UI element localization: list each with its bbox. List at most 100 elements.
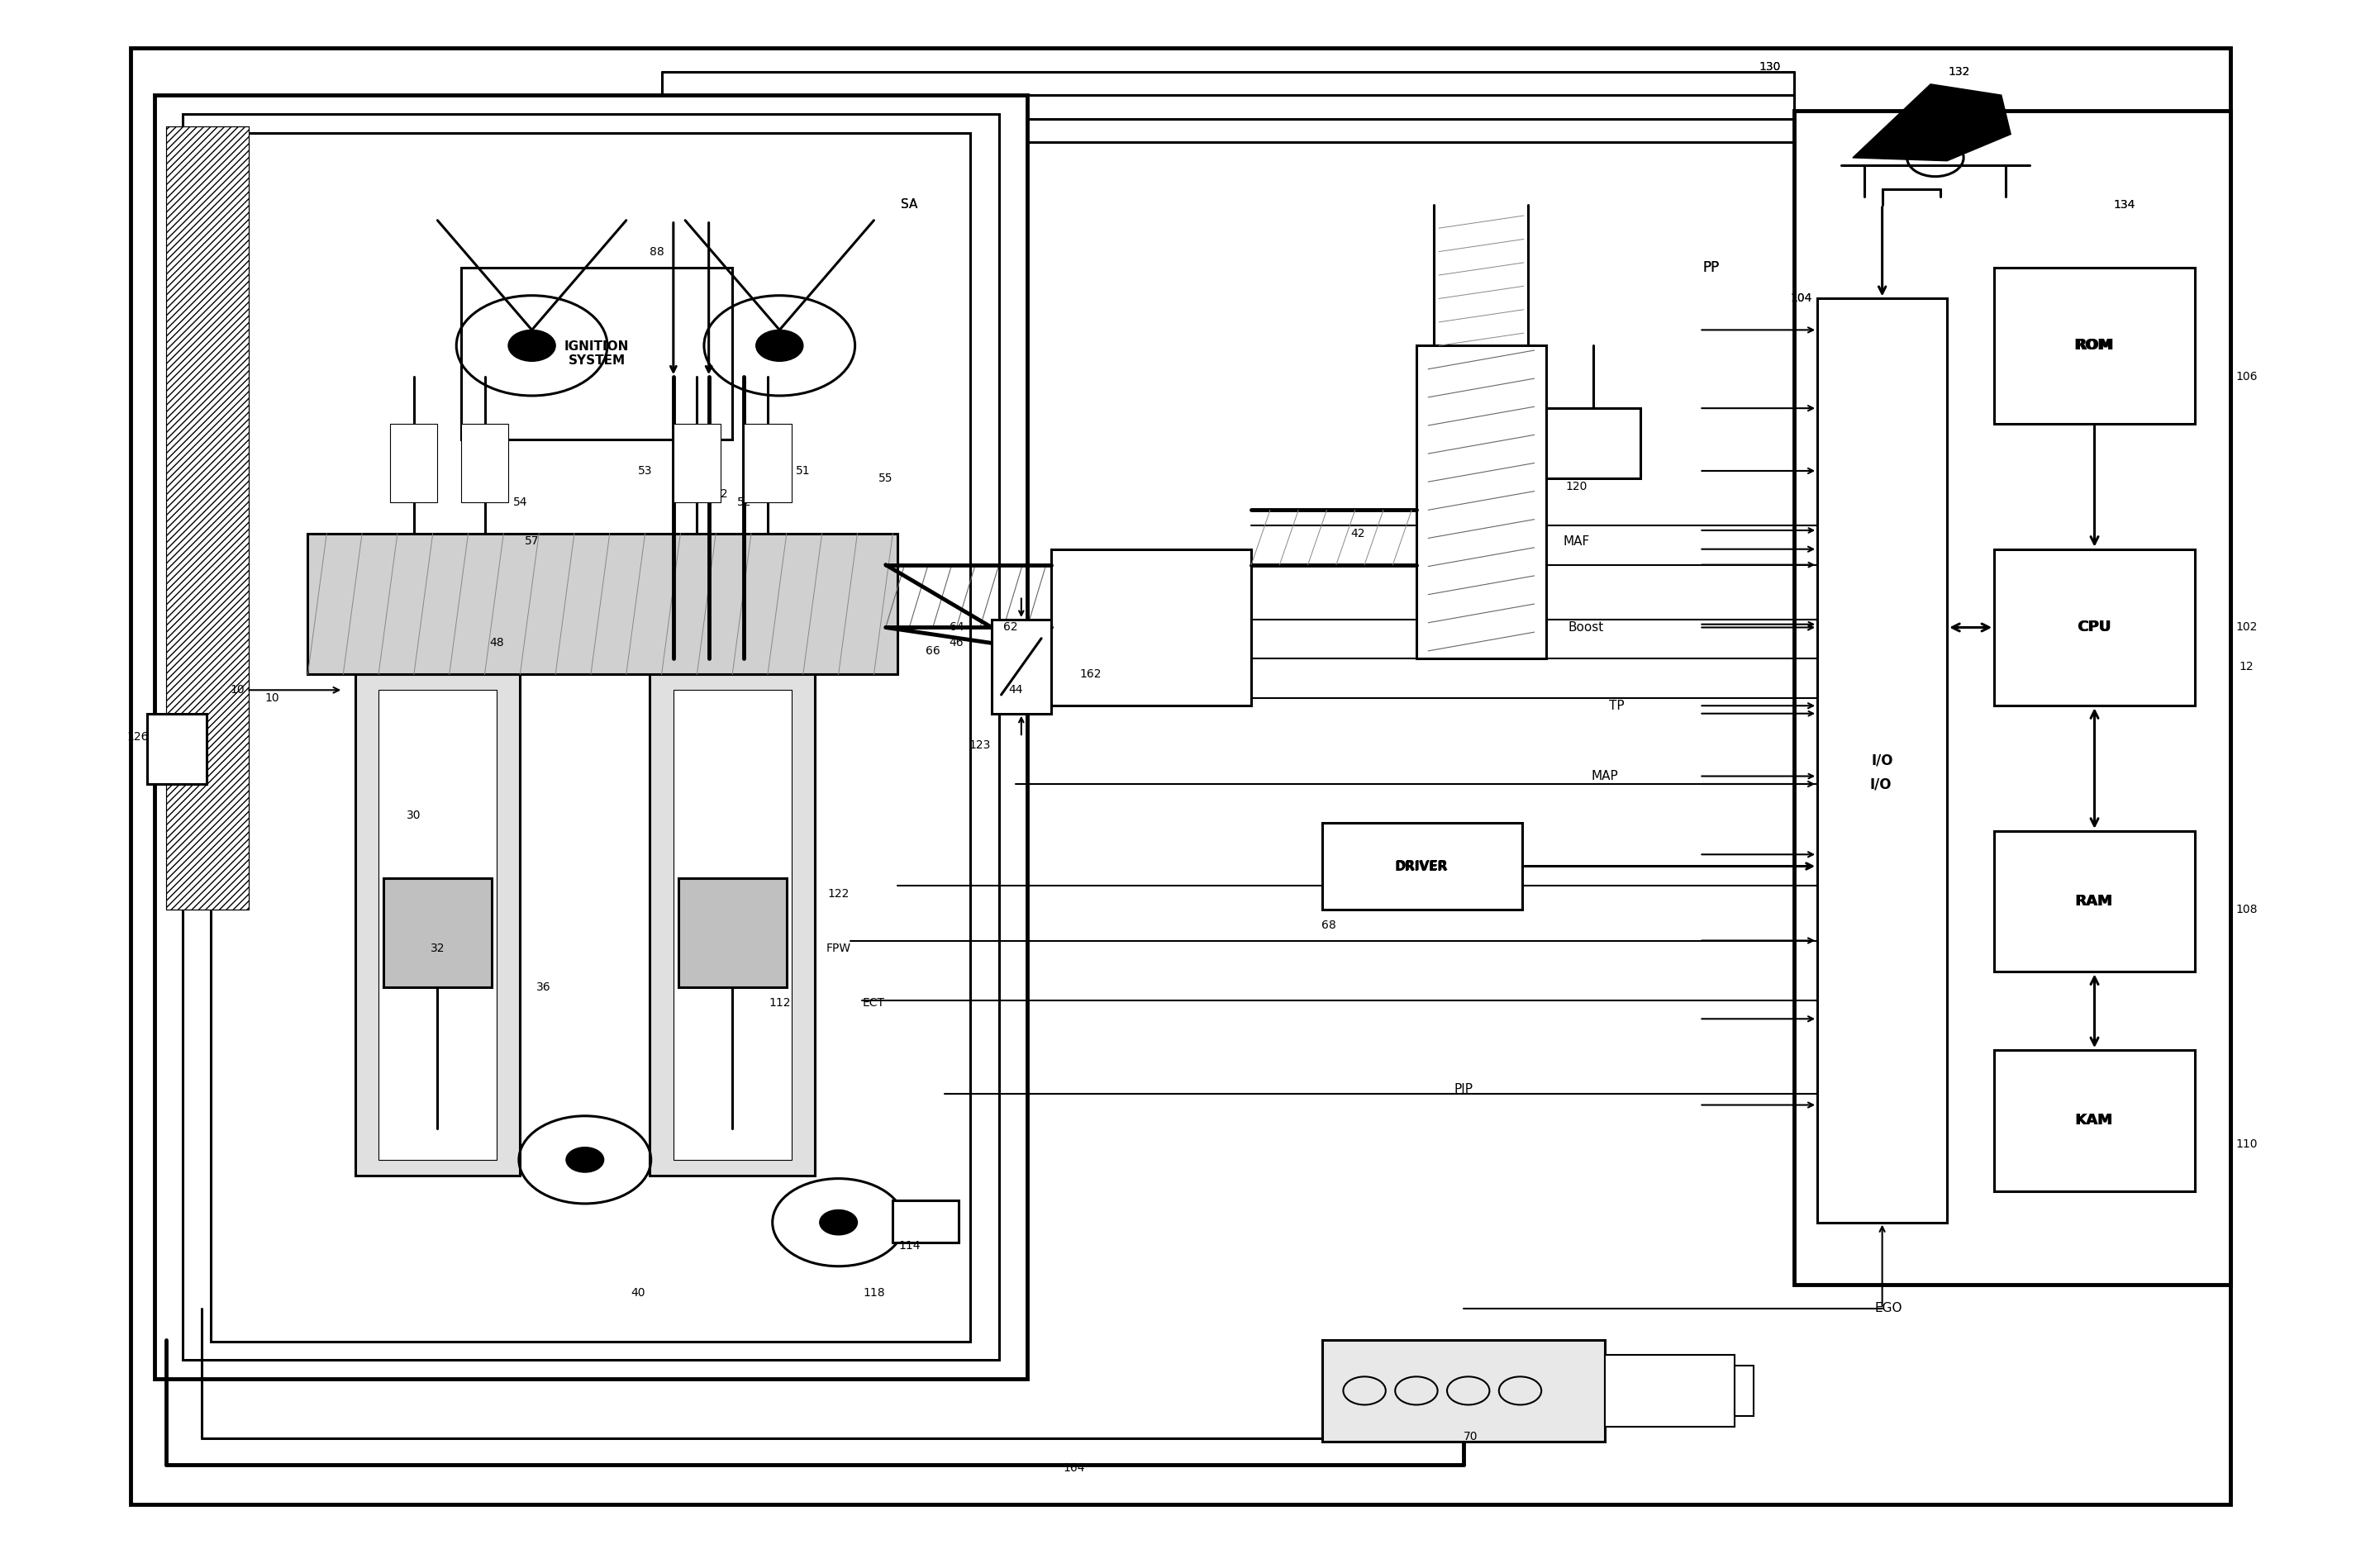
Bar [1995,549,2196,706]
Text: 10: 10 [264,691,279,704]
Text: 108: 108 [2236,903,2257,916]
Text: CPU: CPU [2075,619,2111,635]
Bar [354,674,519,1176]
Bar [892,1201,959,1243]
Text: I/O: I/O [1870,776,1891,792]
Bar [307,533,897,674]
Text: 130: 130 [1759,61,1780,72]
Text: 130: 130 [1759,61,1780,72]
Text: 62: 62 [1003,621,1018,633]
Text: 57: 57 [524,536,538,547]
Text: 112: 112 [770,997,791,1008]
Text: 30: 30 [406,809,420,822]
Text: ROM: ROM [2073,339,2113,353]
Bar [390,423,437,502]
Bar [460,423,508,502]
Text: DRIVER: DRIVER [1395,859,1450,872]
Bar [165,127,248,909]
Text: SA: SA [902,199,918,210]
Text: KAM: KAM [2075,1113,2113,1127]
Text: 54: 54 [512,497,527,508]
Text: 44: 44 [1008,684,1022,696]
Text: 134: 134 [2113,199,2134,210]
Text: ECT: ECT [862,997,885,1008]
Text: KAM: KAM [2075,1113,2113,1127]
Text: 162: 162 [1079,668,1103,681]
Text: 48: 48 [489,637,503,649]
Text: 52: 52 [737,497,751,508]
Circle shape [508,329,555,361]
Bar [1995,831,2196,972]
Text: IGNITION
SYSTEM: IGNITION SYSTEM [564,340,628,367]
Bar [153,96,1027,1378]
Bar [649,674,815,1176]
Text: 70: 70 [1464,1432,1478,1443]
Bar [378,690,496,1160]
Bar [130,49,2231,1504]
Text: SA: SA [902,199,918,210]
Text: 51: 51 [796,466,810,477]
Text: RAM: RAM [2075,894,2113,909]
Text: 132: 132 [1948,66,1969,77]
Text: 36: 36 [536,982,550,993]
Bar [673,423,720,502]
Text: 118: 118 [862,1287,885,1298]
Circle shape [819,1210,857,1236]
Bar [992,619,1051,713]
Text: 46: 46 [949,637,963,649]
Bar [1995,1051,2196,1192]
Text: 12: 12 [2238,660,2255,673]
Circle shape [567,1148,604,1173]
Bar [1322,823,1523,909]
Text: DRIVER: DRIVER [1395,861,1447,873]
Bar [165,127,248,909]
Text: 40: 40 [630,1287,645,1298]
Circle shape [756,329,803,361]
Text: 88: 88 [649,246,663,257]
Bar [744,423,791,502]
Bar [1995,267,2196,423]
Text: 104: 104 [1790,293,1811,304]
Text: MAP: MAP [1591,770,1620,782]
Text: 106: 106 [2236,372,2257,383]
Text: 120: 120 [1565,481,1587,492]
Bar [382,878,491,988]
Bar [673,690,791,1160]
Text: ROM: ROM [2075,339,2113,353]
Bar [146,713,205,784]
Text: MAF: MAF [1563,535,1589,547]
Bar [1322,1339,1605,1441]
Text: PIP: PIP [1454,1083,1473,1096]
Bar [460,267,732,439]
Text: 10: 10 [229,684,340,696]
Text: FPW: FPW [826,942,850,955]
Bar [678,878,786,988]
Bar [1417,345,1546,659]
Text: 132: 132 [1948,66,1969,77]
Text: 64: 64 [949,621,963,633]
Text: EGO: EGO [1875,1303,1903,1314]
Text: TP: TP [1610,699,1624,712]
Bar [1735,1366,1754,1416]
Bar [1546,408,1641,478]
Text: Boost: Boost [1568,621,1603,633]
Text: PP: PP [1702,260,1719,274]
Text: 104: 104 [1790,293,1811,304]
Text: 126: 126 [127,731,149,743]
Text: I/O: I/O [1872,753,1894,768]
Text: 55: 55 [878,474,892,485]
Polygon shape [1853,85,2012,162]
Text: RAM: RAM [2075,894,2113,909]
Text: 122: 122 [829,887,850,900]
Bar [1605,1355,1735,1427]
Text: 123: 123 [968,739,992,751]
Text: 164: 164 [1062,1463,1086,1474]
Text: 114: 114 [897,1240,921,1251]
Bar [210,133,970,1341]
Text: 32: 32 [430,942,444,955]
Text: 53: 53 [637,466,652,477]
Text: 92: 92 [713,489,727,500]
Text: PP: PP [1702,260,1719,274]
Text: 68: 68 [1322,919,1336,931]
Bar [182,114,999,1359]
